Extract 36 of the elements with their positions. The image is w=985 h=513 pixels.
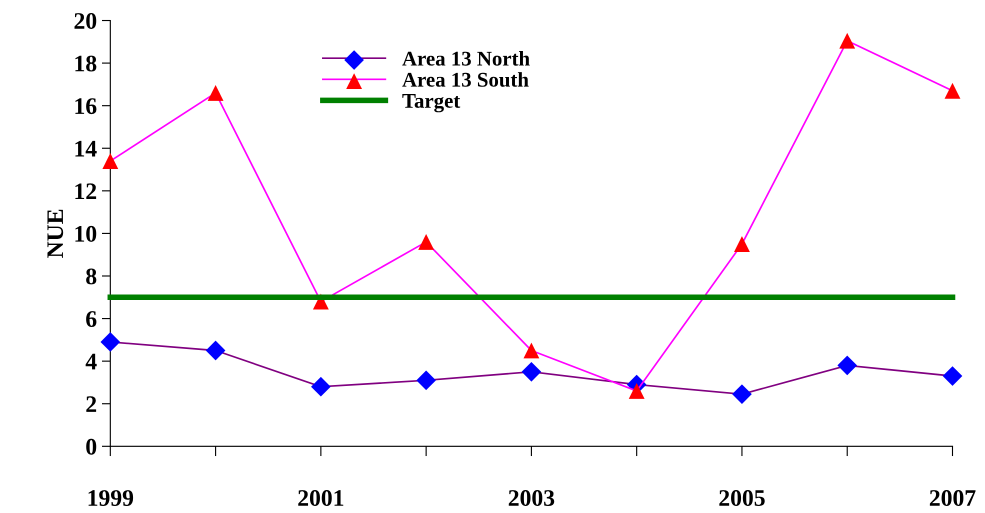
y-tick-label: 16	[75, 98, 96, 114]
point	[418, 234, 434, 250]
y-axis-title: NUE	[47, 210, 64, 258]
point	[100, 332, 120, 352]
x-tick-label: 2007	[930, 490, 976, 506]
y-tick-label: 18	[75, 56, 96, 72]
point	[522, 362, 542, 382]
point	[839, 32, 856, 49]
point	[734, 236, 750, 252]
y-tick-label: 12	[75, 183, 96, 200]
y-tick-label: 0	[86, 438, 96, 455]
point	[206, 340, 226, 360]
point	[311, 376, 331, 397]
y-tick-label: 20	[74, 13, 96, 29]
y-tick-label: 4	[86, 354, 97, 370]
legend-label: Area 13 South	[402, 72, 529, 87]
legend-label: Area 13 North	[402, 51, 530, 66]
x-tick-label: 1999	[88, 490, 134, 506]
point	[944, 82, 960, 99]
x-tick-label: 2003	[508, 490, 554, 506]
legend-label: Target	[402, 94, 460, 112]
point	[208, 84, 224, 101]
x-tick-label: 2005	[719, 490, 765, 506]
y-tick-label: 2	[86, 396, 96, 412]
y-tick-label: 14	[75, 140, 97, 156]
point	[102, 153, 118, 169]
x-tick-label: 2001	[298, 490, 344, 506]
point	[732, 384, 752, 404]
y-tick-label: 10	[75, 226, 96, 242]
point	[416, 370, 436, 390]
y-tick-label: 6	[86, 311, 96, 327]
point	[837, 356, 858, 376]
y-tick-label: 8	[86, 268, 96, 284]
point	[942, 366, 962, 386]
point	[628, 383, 645, 399]
point	[523, 342, 540, 358]
